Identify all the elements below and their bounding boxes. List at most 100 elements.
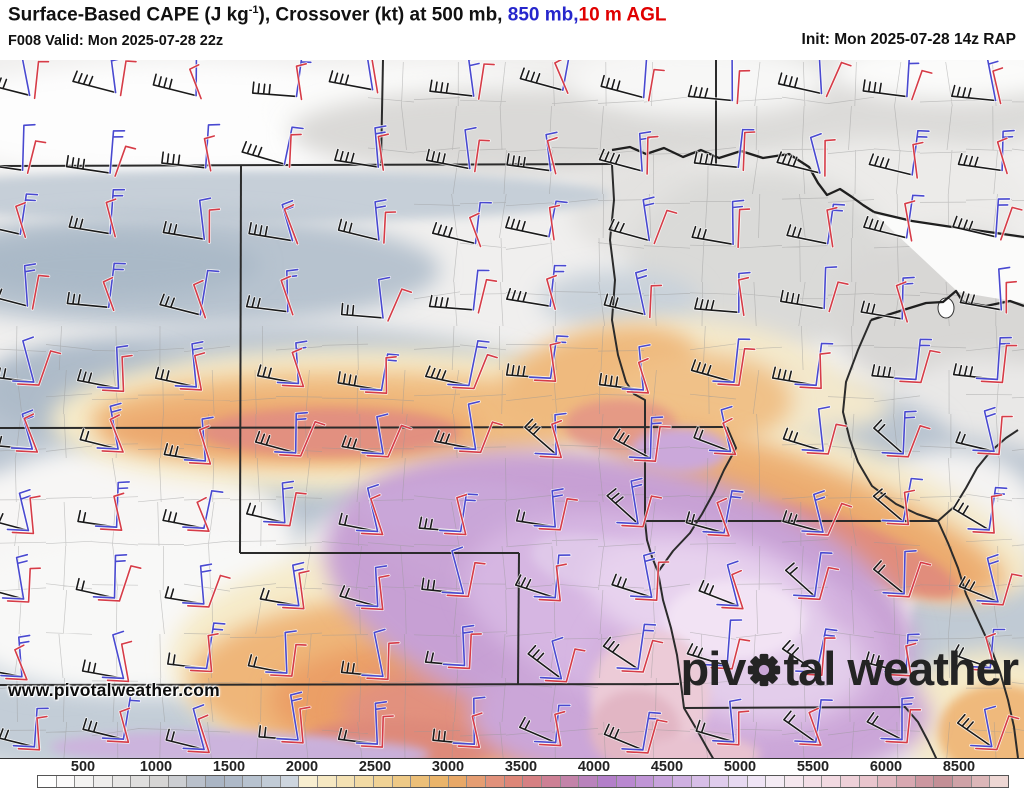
state-border [0,683,680,686]
wind-barb [621,711,662,751]
colorbar-tick-label: 2500 [358,759,392,775]
colorbar-segment [131,776,151,787]
state-border [937,520,1019,758]
wind-barb [889,642,917,677]
wind-barb [519,67,564,91]
colorbar-segment [448,776,468,787]
wind-barb [276,691,303,741]
colorbar-segment [168,776,188,787]
wind-barb [544,648,586,683]
wind-barb [81,659,125,680]
colorbar-segment [934,776,953,787]
colorbar-segment [318,776,337,787]
wind-barb [690,359,735,383]
wind-barb [187,574,231,608]
colorbar-tick-label: 500 [70,759,96,775]
wind-barb [364,356,397,394]
wind-barb [68,215,111,235]
wind-barb [642,60,648,99]
map-canvas[interactable] [0,60,1024,758]
model-init-time: Init: Mon 2025-07-28 14z RAP [801,31,1016,48]
wind-barb [119,60,137,97]
wind-barb [554,60,569,94]
wind-barb [179,352,206,391]
wind-barb [31,274,50,310]
wind-barb [355,484,379,533]
wind-barb [959,291,1003,311]
colorbar-segment [691,776,711,787]
wind-barb [274,411,308,454]
wind-barb [717,347,756,386]
wind-barb [174,341,204,388]
wind-barb [600,74,645,99]
wind-barb [783,710,817,743]
colorbar-segment [710,776,729,787]
state-border [517,552,520,685]
wind-barb [899,349,941,384]
wind-barb [1005,280,1017,314]
wind-barb [786,224,829,245]
wind-barb [277,561,305,607]
colorbar-segment [598,776,617,787]
wind-barb [972,494,1003,534]
colorbar-tick-label: 2000 [285,759,319,775]
wind-barb [707,497,730,537]
wind-barb [268,492,307,527]
wind-barb [694,297,740,314]
colorbar-segment [411,776,431,787]
state-border [239,165,242,554]
colorbar-segment [504,776,524,787]
wind-barb [713,417,737,456]
wind-barb [15,413,39,453]
wind-barb [973,633,997,672]
wind-barb [187,714,210,754]
wind-barb [634,561,670,601]
wind-barb [824,139,836,177]
wind-barb [374,199,387,241]
wind-barb [21,60,31,97]
cape-blob [0,233,260,297]
wind-barb [431,222,477,245]
title-850mb: 850 mb, [507,4,579,26]
wind-barb [453,400,480,451]
wind-barb [952,498,990,531]
wind-barb [425,148,471,170]
wind-barb [882,550,917,595]
wind-barb [469,212,482,248]
colorbar-segment [392,776,412,787]
colorbar-segment [971,776,991,787]
wind-barb [256,364,300,385]
wind-barb [626,357,650,394]
wind-barb [187,496,210,532]
wind-barb [872,488,905,523]
colorbar-tick-label: 4000 [577,759,611,775]
wind-barb [780,289,825,310]
wind-barb [337,218,380,241]
wind-barb [12,707,49,748]
wind-barb [865,651,907,674]
wind-barb [33,60,50,100]
wind-barb [799,352,831,390]
wind-barb [996,137,1008,175]
colorbar-tick-label: 6000 [869,759,903,775]
wind-barb [616,477,643,525]
wind-barb [958,576,999,603]
wind-barb [533,341,561,382]
wind-barb [270,643,307,677]
wind-barb [986,60,999,102]
wind-barb [359,353,400,391]
wind-barb [265,630,297,674]
wind-barb [154,366,198,388]
colorbar-tick-label: 4500 [650,759,684,775]
wind-barb [279,421,326,457]
wind-barb [10,409,34,450]
wind-barb [981,573,1023,606]
wind-barb [880,696,914,741]
wind-barbs [0,60,1024,755]
wind-barb [952,215,997,238]
wind-barb [367,60,374,91]
state-border [657,571,714,758]
wind-barb [0,513,30,532]
wind-barb [251,81,298,98]
